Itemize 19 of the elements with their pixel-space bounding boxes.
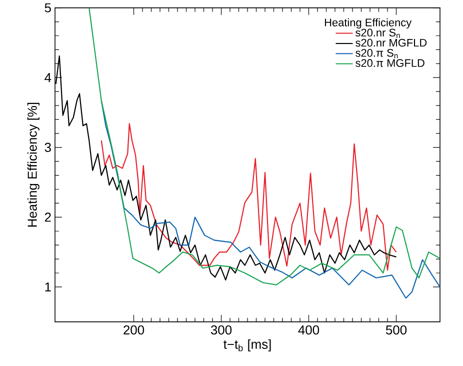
y-axis-title: Heating Efficiency [%] [27, 102, 40, 227]
legend-label: s20.nr S$_{n}$ [356, 28, 400, 38]
x-tick-label: 500 [386, 325, 407, 335]
line-series [100, 123, 397, 271]
y-tick-label: 3 [44, 142, 51, 152]
legend-label: s20.nr MGFLD [356, 38, 427, 47]
y-tick-label: 1 [45, 282, 51, 292]
line-series [100, 100, 440, 299]
legend-label: s20.π MGFLD [356, 59, 424, 67]
x-tick-label: 400 [298, 325, 320, 335]
x-axis-title: t−t$_{b}$ [ms] [224, 339, 271, 352]
y-tick-label: 5 [44, 3, 51, 12]
line-series [88, 8, 440, 286]
x-tick-label: 200 [124, 325, 144, 335]
y-tick-label: 2 [44, 212, 51, 222]
legend-title: Heating Efficiency [324, 18, 412, 29]
legend-label: s20.π S$_{n}$ [356, 49, 398, 58]
x-tick-label: 300 [210, 325, 232, 335]
y-tick-label: 4 [44, 73, 52, 82]
